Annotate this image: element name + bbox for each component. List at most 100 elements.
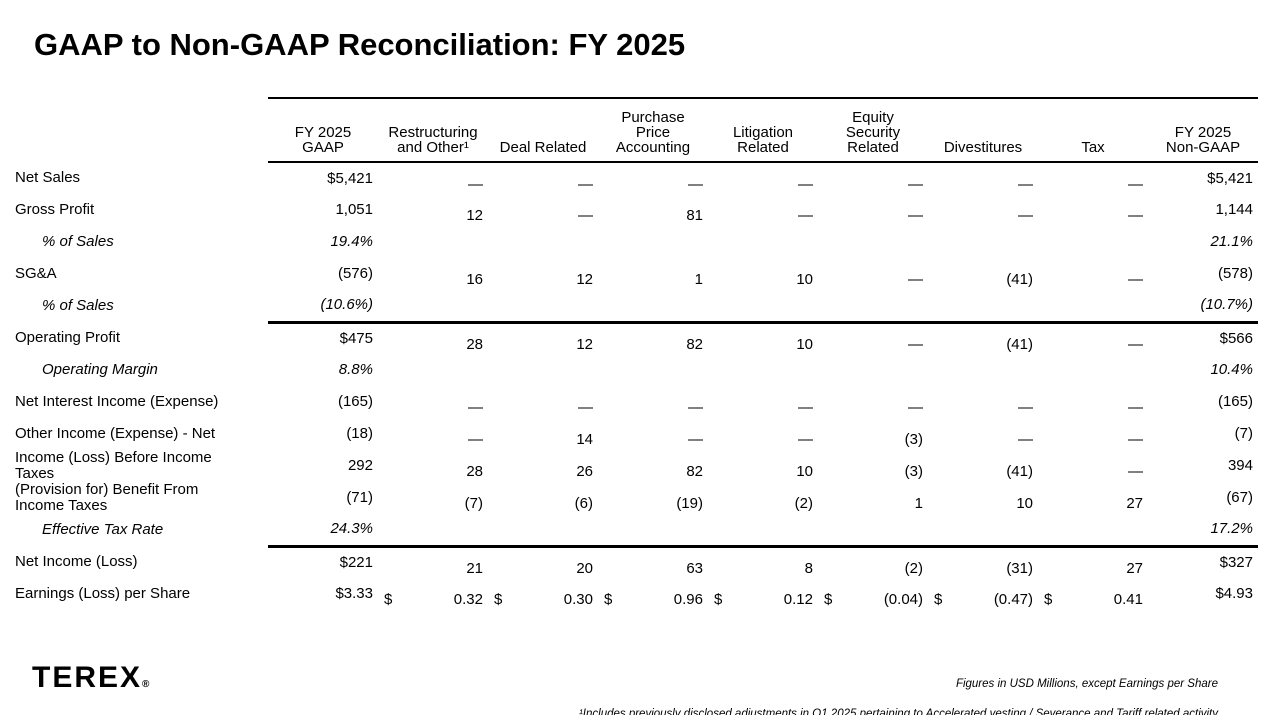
cell-purchase-price-accounting: — <box>598 386 708 418</box>
table-row: (Provision for) Benefit From Income Taxe… <box>15 482 1258 514</box>
cell-tax <box>1038 290 1148 322</box>
cell-value: 28 <box>466 335 483 353</box>
cell-restructuring: 12 <box>378 194 488 226</box>
cell-value: 81 <box>686 207 703 224</box>
table-row: Net Sales $5,421 — — — — — — — $5,421 <box>15 162 1258 194</box>
cell-value: 14 <box>576 431 593 448</box>
cell-value: (3) <box>904 431 923 448</box>
cell-value: 1 <box>694 271 703 288</box>
table-row: Gross Profit 1,051 12 — 81 — — — — 1,144 <box>15 194 1258 226</box>
cell-tax <box>1038 354 1148 386</box>
cell-purchase-price-accounting <box>598 514 708 546</box>
cell-equity-security-related: 1 <box>818 482 928 514</box>
cell-value: 10 <box>1016 495 1033 512</box>
column-header-deal-related: Deal Related <box>488 97 598 163</box>
cell-litigation-related: — <box>708 386 818 418</box>
cell-deal-related <box>488 354 598 386</box>
cell-purchase-price-accounting: 82 <box>598 320 708 354</box>
cell-value: 12 <box>466 207 483 224</box>
cell-purchase-price-accounting: 63 <box>598 544 708 578</box>
dollar-sign: $ <box>934 591 943 608</box>
table-row: % of Sales (10.6%) (10.7%) <box>15 290 1258 322</box>
cell-litigation-related: $0.12 <box>708 578 818 610</box>
cell-value: — <box>1128 335 1143 353</box>
cell-value: — <box>1018 399 1033 416</box>
cell-value: (0.47) <box>993 591 1033 608</box>
cell-restructuring: (7) <box>378 482 488 514</box>
cell-divestitures: $ (0.47) <box>928 578 1038 610</box>
row-label: Income (Loss) Before Income Taxes <box>15 449 212 482</box>
cell-purchase-price-accounting <box>598 226 708 258</box>
cell-value: (6) <box>574 495 593 512</box>
cell-value: 8 <box>804 559 813 577</box>
cell-value: — <box>578 175 593 193</box>
cell-value: — <box>908 175 923 193</box>
row-label: Net Income (Loss) <box>15 553 138 570</box>
cell-value: — <box>1018 175 1033 193</box>
row-label: Other Income (Expense) - Net <box>15 425 216 442</box>
dollar-sign: $ <box>1044 591 1053 608</box>
cell-litigation-related: 8 <box>708 544 818 578</box>
cell-value: (3) <box>904 463 923 480</box>
cell-value: 10.4% <box>1210 361 1253 378</box>
row-label: Gross Profit <box>15 201 95 218</box>
cell-equity-security-related: — <box>818 194 928 226</box>
cell-purchase-price-accounting: (19) <box>598 482 708 514</box>
cell-restructuring: 28 <box>378 450 488 482</box>
cell-value: — <box>1128 463 1143 480</box>
cell-value: (67) <box>1226 489 1253 506</box>
cell-gaap: 24.3% <box>268 514 378 546</box>
cell-divestitures: — <box>928 418 1038 450</box>
cell-value: 21 <box>466 559 483 577</box>
cell-value: (41) <box>1006 271 1033 288</box>
cell-content: $ (0.04) <box>824 592 923 608</box>
cell-equity-security-related <box>818 290 928 322</box>
cell-value: 63 <box>686 559 703 577</box>
header-row: FY 2025 GAAP Restructuring and Other¹ Deal… <box>15 97 1258 163</box>
reconciliation-table: FY 2025 GAAP Restructuring and Other¹ Deal… <box>15 97 1258 610</box>
cell-value: — <box>908 271 923 288</box>
cell-purchase-price-accounting: — <box>598 418 708 450</box>
table-row: Other Income (Expense) - Net (18) — 14 — — (3)… <box>15 418 1258 450</box>
table-row: % of Sales 19.4% 21.1% <box>15 226 1258 258</box>
cell-value: $5,421 <box>1207 169 1253 187</box>
row-label: (Provision for) Benefit From Income Taxe… <box>15 481 199 514</box>
cell-tax: — <box>1038 194 1148 226</box>
cell-value: (578) <box>1217 265 1253 282</box>
cell-value: — <box>468 431 483 448</box>
cell-value: (31) <box>1006 559 1033 577</box>
cell-value: (165) <box>337 393 373 410</box>
table-body: Net Sales $5,421 — — — — — — — $5,421 Gross Profit… <box>15 162 1258 610</box>
cell-gaap: 1,051 <box>268 194 378 226</box>
cell-value: 1,144 <box>1215 201 1253 218</box>
cell-deal-related: — <box>488 194 598 226</box>
cell-tax: — <box>1038 162 1148 194</box>
cell-equity-security-related: (2) <box>818 544 928 578</box>
table-row: Operating Margin 8.8% 10.4% <box>15 354 1258 386</box>
cell-value: 1,051 <box>335 201 373 218</box>
cell-tax: — <box>1038 418 1148 450</box>
cell-content: $0.32 <box>384 592 483 608</box>
cell-value: (2) <box>904 559 923 577</box>
cell-litigation-related: (2) <box>708 482 818 514</box>
cell-value: $4.93 <box>1215 585 1253 602</box>
cell-divestitures <box>928 514 1038 546</box>
cell-value: — <box>578 399 593 416</box>
cell-purchase-price-accounting <box>598 354 708 386</box>
cell-equity-security-related <box>818 514 928 546</box>
cell-deal-related: (6) <box>488 482 598 514</box>
cell-litigation-related: — <box>708 162 818 194</box>
cell-value: $3.33 <box>335 585 373 602</box>
cell-litigation-related <box>708 226 818 258</box>
cell-tax <box>1038 226 1148 258</box>
cell-gaap: $5,421 <box>268 162 378 194</box>
cell-value: 10 <box>796 335 813 353</box>
cell-deal-related: 26 <box>488 450 598 482</box>
cell-value: (7) <box>464 495 483 512</box>
cell-equity-security-related <box>818 226 928 258</box>
cell-value: 17.2% <box>1210 520 1253 538</box>
cell-deal-related: 12 <box>488 320 598 354</box>
cell-tax: — <box>1038 450 1148 482</box>
cell-value: — <box>908 335 923 353</box>
cell-nongaap: (7) <box>1148 418 1258 450</box>
